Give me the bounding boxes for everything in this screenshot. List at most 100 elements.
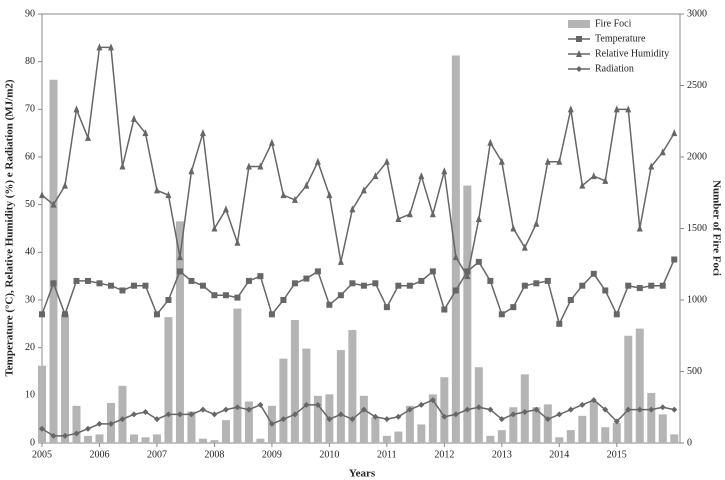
point-marker [429,210,436,218]
point-marker [349,416,356,423]
point-marker [533,406,540,413]
point-marker [487,406,494,413]
bar [532,407,541,443]
point-marker [234,404,241,411]
point-marker [406,282,413,289]
bar [382,435,391,443]
point-marker [418,277,425,284]
bar [72,405,81,443]
bar [95,434,104,443]
point-marker [268,138,275,146]
point-marker [510,224,517,232]
point-marker [199,406,206,413]
point-marker [544,157,551,165]
point-marker [107,43,114,51]
point-marker [61,311,68,318]
bar [244,401,253,443]
point-marker [579,282,586,289]
point-marker [268,420,275,427]
x-tick-label: 2008 [204,449,224,460]
point-marker [176,253,183,261]
bar [394,431,403,443]
bar [290,320,299,443]
y2-tick-label: 0 [687,437,692,448]
point-marker [360,406,367,413]
point-marker [314,401,321,408]
point-marker [383,416,390,423]
bar [233,308,242,443]
bar [83,435,92,443]
y-tick-label: 70 [25,104,35,115]
point-marker [602,176,609,184]
bar [509,407,518,443]
point-marker [303,181,310,189]
point-marker [337,411,344,418]
bar [313,395,322,443]
point-marker [613,418,620,425]
bar [451,55,460,443]
point-marker [521,409,528,416]
point-marker [579,181,586,189]
point-marker [464,268,471,275]
point-marker [671,406,678,413]
point-marker [291,411,298,418]
point-marker [648,406,655,413]
point-marker [556,320,563,327]
point-marker [176,411,183,418]
point-marker [326,191,333,199]
x-tick-label: 2006 [89,449,109,460]
bar [175,221,184,443]
point-marker [337,257,344,265]
bar [359,395,368,443]
y2-tick-label: 1500 [687,223,707,234]
point-marker [372,280,379,287]
bar [210,440,219,443]
point-marker [636,224,643,232]
point-marker [234,294,241,301]
y2-tick-label: 2500 [687,80,707,91]
point-marker [418,172,425,180]
line [41,259,675,326]
y-tick-label: 60 [25,151,35,162]
y-tick-label: 30 [25,294,35,305]
bar [49,79,58,443]
point-marker [50,432,57,439]
point-marker [50,280,57,287]
bar [348,330,357,443]
point-marker [303,275,310,282]
plot-frame [41,13,681,444]
point-marker [84,133,91,141]
y-tick-label: 10 [25,390,35,401]
x-tick-label: 2013 [492,449,512,460]
point-marker [153,416,160,423]
legend-marker [576,36,582,42]
point-marker [188,411,195,418]
point-marker [567,406,574,413]
point-marker [326,301,333,308]
point-marker [613,105,620,113]
point-marker [222,406,229,413]
legend-marker [576,50,582,57]
point-marker [498,311,505,318]
bar [187,411,196,443]
point-marker [429,268,436,275]
point-marker [452,411,459,418]
bar [417,424,426,443]
point-marker [602,287,609,294]
bar [279,358,288,443]
bar [612,422,621,443]
bar [566,430,575,443]
point-marker [544,277,551,284]
x-tick-label: 2009 [262,449,282,460]
y-axis-label: Temperature (°C), Relative Humidity (%) … [4,79,16,376]
point-marker [107,420,114,427]
point-marker [544,416,551,423]
point-marker [188,277,195,284]
point-marker [498,157,505,165]
point-marker [50,200,57,208]
point-marker [257,401,264,408]
point-marker [475,258,482,265]
point-marker [73,277,80,284]
point-marker [464,406,471,413]
